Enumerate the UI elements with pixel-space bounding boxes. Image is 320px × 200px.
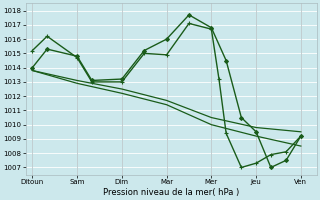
X-axis label: Pression niveau de la mer( hPa ): Pression niveau de la mer( hPa )	[103, 188, 239, 197]
